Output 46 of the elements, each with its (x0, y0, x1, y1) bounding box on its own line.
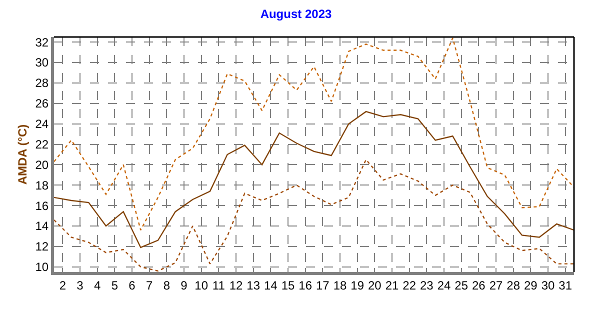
x-tick-label: 10 (194, 278, 208, 292)
y-tick-label: 24 (35, 117, 49, 132)
x-tick-label: 9 (180, 278, 188, 292)
x-tick-label: 21 (385, 278, 399, 292)
x-tick-label: 23 (420, 278, 434, 292)
x-tick-label: 29 (524, 278, 538, 292)
x-tick-label: 17 (316, 278, 330, 292)
x-tick-label: 24 (437, 278, 451, 292)
x-tick-label: 18 (333, 278, 347, 292)
x-tick-label: 30 (541, 278, 555, 292)
x-tick-label: 25 (454, 278, 468, 292)
y-tick-label: 18 (35, 178, 49, 192)
y-tick-label: 30 (35, 56, 49, 70)
y-tick-label: 28 (35, 76, 49, 90)
x-tick-label: 20 (368, 278, 382, 292)
y-axis-title: AMDA (°C) (16, 124, 30, 185)
x-tick-label: 11 (212, 278, 226, 292)
x-tick-label: 16 (298, 278, 312, 292)
x-tick-label: 27 (489, 278, 503, 292)
x-tick-label: 28 (506, 278, 520, 292)
line-series (54, 159, 574, 272)
x-tick-label: 3 (76, 278, 84, 292)
y-tick-label: 32 (35, 35, 49, 50)
x-tick-label: 19 (350, 278, 364, 292)
x-tick-label: 2 (59, 278, 66, 292)
x-tick-label: 22 (402, 278, 416, 292)
chart-title: August 2023 (260, 7, 332, 22)
y-tick-label: 26 (35, 96, 49, 111)
x-tick-label: 26 (472, 278, 486, 292)
x-tick-label: 8 (163, 278, 170, 292)
x-tick-label: 13 (246, 278, 260, 292)
x-tick-label: 4 (94, 278, 101, 292)
x-tick-label: 12 (229, 278, 243, 292)
x-tick-label: 15 (281, 278, 295, 292)
x-tick-label: 5 (111, 278, 118, 292)
y-tick-label: 20 (35, 158, 49, 172)
y-tick-label: 16 (35, 198, 49, 213)
y-tick-label: 14 (35, 219, 49, 234)
x-tick-label: 31 (558, 278, 572, 292)
y-tick-label: 12 (35, 240, 49, 254)
x-tick-label: 14 (264, 278, 278, 292)
x-tick-label: 6 (128, 278, 136, 292)
x-tick-label: 7 (146, 278, 153, 292)
line-series (54, 110, 574, 248)
y-tick-label: 10 (35, 260, 49, 274)
y-tick-label: 22 (35, 137, 49, 152)
